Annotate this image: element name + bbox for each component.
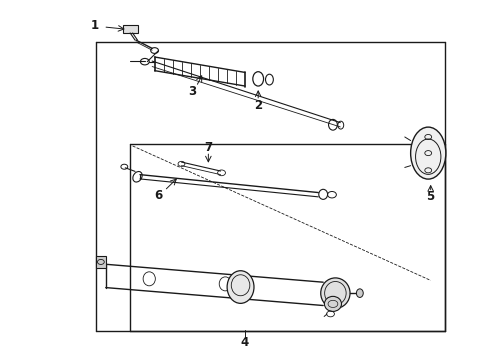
Text: 1: 1: [91, 19, 99, 32]
Ellipse shape: [411, 127, 446, 179]
Bar: [96, 256, 106, 268]
Bar: [123, 25, 138, 33]
Text: 5: 5: [427, 190, 435, 203]
Ellipse shape: [321, 278, 350, 309]
Text: 4: 4: [241, 336, 249, 348]
Ellipse shape: [356, 289, 363, 297]
Text: 3: 3: [189, 85, 197, 98]
Ellipse shape: [324, 296, 342, 311]
Ellipse shape: [227, 271, 254, 303]
Text: 2: 2: [254, 99, 262, 112]
Text: 6: 6: [154, 189, 163, 202]
Text: 7: 7: [204, 140, 213, 153]
